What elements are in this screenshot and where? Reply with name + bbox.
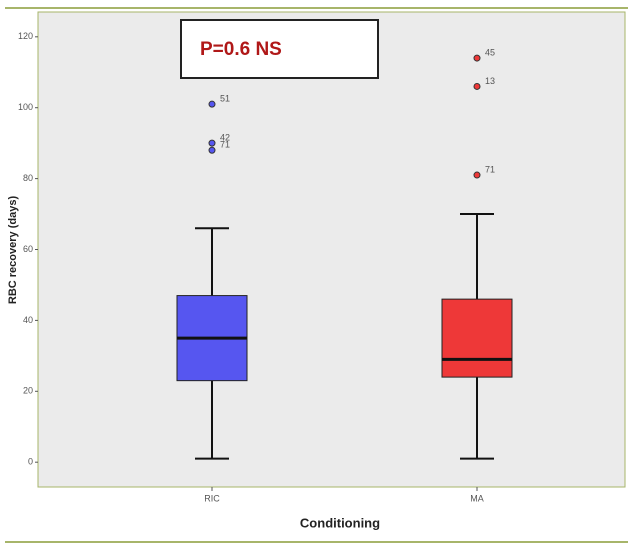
outlier-label: 51	[220, 94, 230, 104]
y-tick-label: 80	[23, 173, 33, 183]
outlier	[208, 139, 216, 147]
x-axis-label: Conditioning	[300, 515, 380, 530]
y-tick-label: 20	[23, 386, 33, 396]
outlier-label: 71	[485, 164, 495, 174]
outlier	[473, 171, 481, 179]
outlier-label: 71	[220, 140, 230, 150]
annotation: P=0.6 NS	[200, 39, 282, 60]
x-tick-label: RIC	[204, 493, 220, 503]
outlier	[473, 54, 481, 62]
y-axis-label: RBC recovery (days)	[7, 196, 19, 305]
outlier	[473, 82, 481, 90]
outlier-label: 13	[485, 76, 495, 86]
y-tick-label: 60	[23, 244, 33, 254]
outlier	[208, 146, 216, 154]
outlier-label: 42	[220, 133, 230, 143]
y-tick-label: 120	[18, 31, 33, 41]
outlier	[208, 100, 216, 108]
y-tick-label: 0	[28, 457, 33, 467]
x-tick-label: MA	[470, 493, 484, 503]
plot-area	[37, 11, 626, 488]
y-tick-label: 100	[18, 102, 33, 112]
annotation-box	[180, 19, 379, 79]
box	[441, 298, 513, 378]
y-tick-label: 40	[23, 315, 33, 325]
outlier-label: 45	[485, 47, 495, 57]
